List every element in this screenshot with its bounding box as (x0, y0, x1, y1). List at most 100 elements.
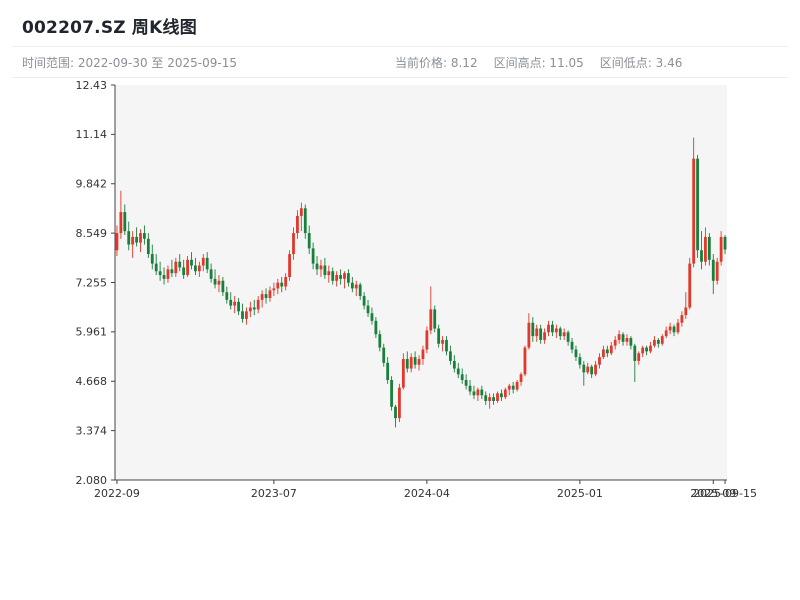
candle (386, 357, 390, 384)
candle (143, 225, 146, 245)
candle (429, 286, 433, 335)
candle (162, 267, 166, 285)
candle (527, 313, 531, 350)
candle (139, 229, 142, 253)
y-tick-label: 8.549 (76, 227, 108, 240)
candle (154, 254, 158, 276)
candle (700, 231, 703, 270)
candle (425, 326, 429, 354)
x-tick-label: 2025-09-15 (693, 487, 757, 500)
candle (280, 276, 284, 293)
candle (676, 318, 680, 335)
candle (315, 255, 319, 276)
candle (421, 345, 425, 365)
page-title: 002207.SZ 周K线图 (22, 18, 197, 38)
candle (197, 261, 201, 277)
candle (653, 336, 656, 348)
candle (248, 301, 252, 318)
candle (166, 265, 170, 283)
candle (394, 404, 397, 428)
candle (123, 204, 127, 235)
candle (684, 292, 688, 319)
candle (719, 231, 723, 266)
candle (613, 336, 617, 350)
candle (119, 190, 123, 239)
x-tick-label: 2024-04 (404, 487, 450, 500)
candle (535, 324, 539, 342)
candle (472, 385, 476, 400)
y-tick-label: 3.374 (76, 424, 108, 437)
candle (531, 317, 535, 342)
candle (637, 351, 641, 365)
candle (605, 345, 609, 358)
y-tick-label: 5.961 (76, 326, 108, 339)
candle (201, 254, 205, 272)
candle (252, 299, 256, 316)
candle (609, 341, 613, 356)
candle (409, 353, 413, 373)
candle (264, 288, 268, 304)
candle (566, 330, 570, 346)
candle (668, 322, 672, 335)
y-tick-label: 7.255 (76, 276, 108, 289)
candle (672, 324, 676, 337)
candle (629, 336, 633, 350)
candle (225, 286, 229, 304)
candle (150, 244, 154, 270)
header-divider-bottom (12, 77, 788, 78)
candle (347, 269, 350, 287)
candle (135, 227, 138, 247)
candlestick-series (115, 137, 727, 428)
header-divider-top (12, 46, 788, 47)
candle (598, 353, 601, 369)
candle (480, 385, 484, 400)
candle (245, 307, 248, 325)
candle (649, 341, 652, 354)
candle (405, 351, 409, 373)
x-tick-label: 2022-09 (94, 487, 140, 500)
candle (343, 271, 346, 289)
candle (452, 355, 456, 373)
candle (476, 387, 480, 401)
candle (488, 393, 492, 409)
candle (590, 364, 594, 379)
candle (460, 368, 464, 384)
candle (398, 383, 401, 422)
candle (507, 383, 511, 396)
candle (378, 330, 382, 352)
candle (296, 210, 299, 239)
axes: 12.43 11.14 9.842 8.549 7.255 5.961 4.668 3.374… (76, 79, 758, 500)
candle (660, 334, 664, 346)
candle (213, 269, 217, 289)
candle (241, 303, 244, 323)
x-tick-label: 2025-09 (690, 487, 736, 500)
candle (417, 355, 421, 371)
candle (582, 360, 586, 386)
candle (233, 296, 237, 314)
candle (366, 299, 370, 318)
candle (617, 330, 621, 344)
candle (437, 324, 441, 348)
candle (519, 372, 523, 386)
candle (500, 389, 503, 401)
candle (433, 305, 437, 333)
candle (688, 257, 692, 310)
candle (358, 282, 362, 300)
candle (707, 233, 711, 266)
candle (115, 225, 119, 256)
candle (574, 345, 578, 361)
candle (276, 278, 280, 295)
candle (602, 345, 605, 360)
plot-background (115, 85, 727, 480)
candle (543, 328, 546, 344)
candle (268, 286, 272, 302)
x-tick-label: 2025-01 (557, 487, 603, 500)
candle (272, 282, 276, 297)
candle (323, 257, 327, 279)
candle (260, 290, 264, 308)
y-tick-label: 4.668 (76, 375, 108, 388)
y-tick-label: 9.842 (76, 178, 108, 191)
candle (484, 391, 488, 405)
candle (456, 362, 460, 379)
